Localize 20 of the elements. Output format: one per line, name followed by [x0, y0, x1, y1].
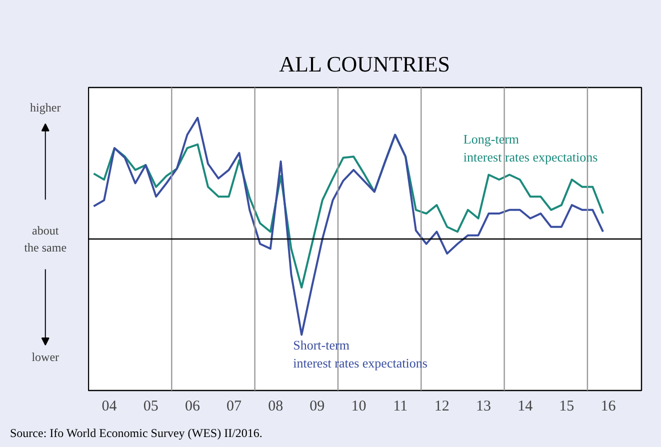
- x-tick-label: 12: [434, 398, 450, 414]
- x-tick-label: 05: [143, 398, 158, 414]
- series-label: Short-term interest rates expectations: [293, 337, 428, 370]
- x-tick-label: 16: [600, 398, 616, 414]
- text: about the same: [24, 224, 67, 254]
- x-tick-label: 04: [102, 398, 118, 414]
- text: higher: [30, 100, 61, 114]
- series-label: Long-term interest rates expectations: [463, 131, 598, 164]
- x-tick-label: 15: [559, 398, 574, 414]
- x-tick-label: 10: [351, 398, 366, 414]
- x-tick-label: 08: [268, 398, 284, 414]
- text: lower: [32, 350, 60, 364]
- source-note: Source: Ifo World Economic Survey (WES) II/2016.: [10, 425, 262, 442]
- x-tick-label: 14: [518, 398, 534, 414]
- x-tick-label: 06: [184, 398, 200, 414]
- x-tick-label: 13: [476, 398, 491, 414]
- x-tick-label: 09: [310, 398, 325, 414]
- x-tick-label: 07: [226, 398, 242, 414]
- x-tick-label: 11: [393, 398, 408, 414]
- chart-title: ALL COUNTRIES: [279, 52, 450, 76]
